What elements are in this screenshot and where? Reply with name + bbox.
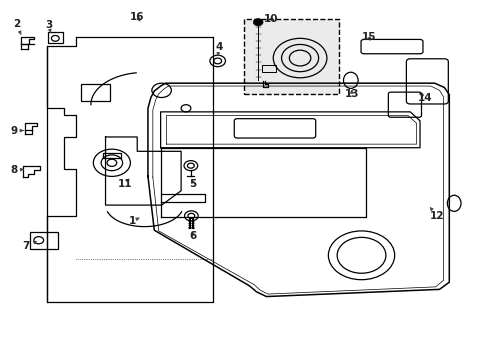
Bar xyxy=(30,231,58,249)
Text: 7: 7 xyxy=(22,241,36,251)
Text: 16: 16 xyxy=(130,12,144,22)
Bar xyxy=(103,153,121,158)
Bar xyxy=(48,32,62,43)
Text: 13: 13 xyxy=(344,89,358,99)
Text: 5: 5 xyxy=(189,179,197,189)
Text: 15: 15 xyxy=(361,32,375,41)
Text: 12: 12 xyxy=(429,208,444,221)
Text: 8: 8 xyxy=(10,165,23,175)
Text: 3: 3 xyxy=(45,20,52,33)
Text: 4: 4 xyxy=(215,42,223,55)
Text: 14: 14 xyxy=(417,93,431,103)
Bar xyxy=(262,64,275,72)
Text: 10: 10 xyxy=(264,14,278,24)
Text: 6: 6 xyxy=(189,231,197,240)
Circle shape xyxy=(253,19,263,26)
Bar xyxy=(243,19,338,94)
Text: 9: 9 xyxy=(10,126,23,135)
Bar xyxy=(81,84,110,101)
Text: 1: 1 xyxy=(128,216,139,226)
Text: 11: 11 xyxy=(118,179,132,189)
Text: 2: 2 xyxy=(13,19,21,34)
